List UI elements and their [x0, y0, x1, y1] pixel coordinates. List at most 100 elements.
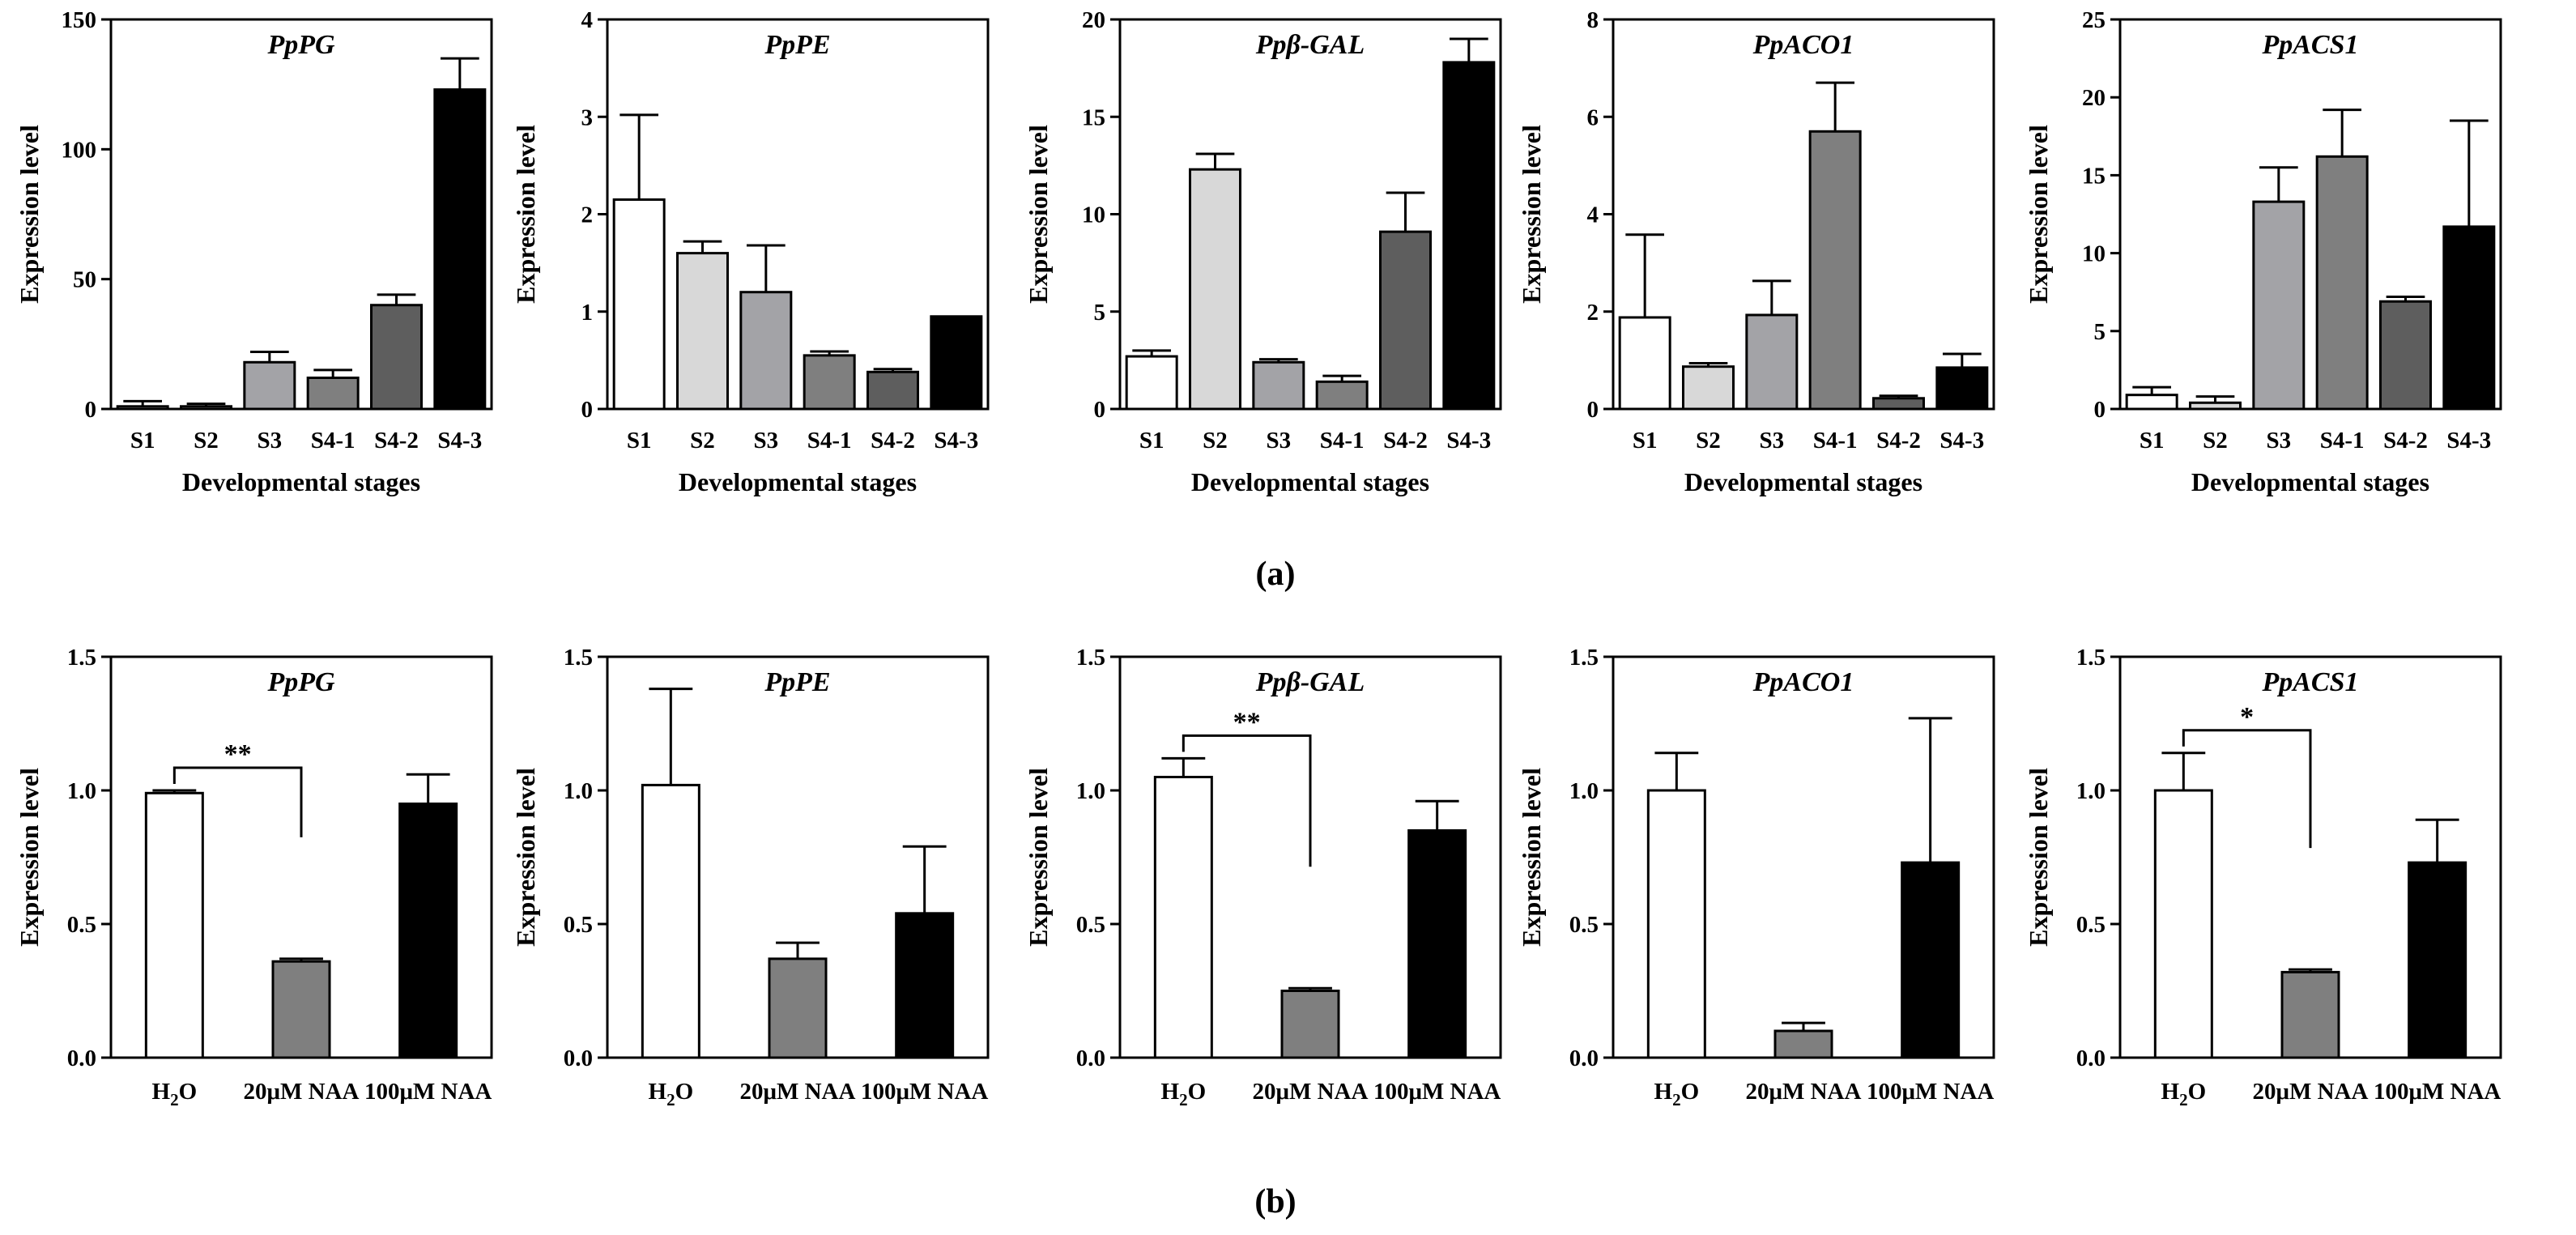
bar [2125, 394, 2178, 411]
y-tick-label: 0.5 [1569, 912, 1599, 938]
y-tick-label: 3 [581, 104, 594, 130]
y-tick-label: 1.5 [67, 645, 96, 671]
x-tick-label: S4-2 [374, 428, 419, 454]
significance-marker: * [2240, 702, 2254, 732]
bar [1682, 365, 1735, 411]
bar [803, 354, 856, 411]
y-tick-label: 5 [2094, 319, 2106, 345]
x-axis-label: Developmental stages [1191, 467, 1429, 496]
y-axis-label: Expression level [1517, 768, 1546, 947]
y-tick-label: 5 [1094, 300, 1106, 326]
x-tick-label: S4-1 [2320, 428, 2365, 454]
x-tick-label: S4-1 [1320, 428, 1365, 454]
y-tick-label: 0.0 [564, 1045, 593, 1071]
bar [398, 803, 458, 1059]
bar [1773, 1029, 1833, 1059]
bar [1872, 397, 1925, 411]
chart-title: Ppβ-GAL [1255, 30, 1365, 60]
x-tick-label: S1 [627, 428, 652, 454]
bar [612, 198, 666, 411]
significance-bracket [172, 766, 303, 837]
x-tick-label: S3 [2267, 428, 2292, 454]
x-tick-label: 100μM NAA [861, 1079, 988, 1105]
x-tick-label: 100μM NAA [364, 1079, 492, 1105]
bar [1618, 316, 1671, 411]
x-tick-label: S4-3 [1939, 428, 1984, 454]
bar [1901, 861, 1961, 1059]
chart-a-pppe: 0 1 2 3 4 Expression level PpPE S1 S2 S3 S4-1 S4-2 S… [511, 7, 990, 496]
bar [1808, 130, 1862, 411]
x-tick-label: S1 [130, 428, 155, 454]
y-tick-label: 4 [581, 7, 594, 33]
y-tick-label: 0.0 [1569, 1045, 1599, 1071]
y-tick-label: 1.5 [2076, 645, 2106, 671]
chart-b-pp-gal: 0.0 0.5 1.0 1.5 Expression level Ppβ-GAL H2O 20… [1024, 645, 1502, 1109]
x-axis-label: Developmental stages [1684, 467, 1922, 496]
significance-marker: ** [1233, 707, 1261, 737]
bar [930, 315, 983, 411]
bar [1407, 829, 1467, 1059]
y-tick-label: 100 [62, 137, 97, 163]
x-tick-label: 20μM NAA [740, 1079, 856, 1105]
y-tick-label: 1.5 [1076, 645, 1105, 671]
bar [1315, 380, 1369, 411]
x-tick-label: 20μM NAA [1746, 1079, 1862, 1105]
bar [144, 791, 204, 1059]
y-tick-label: 10 [2082, 241, 2106, 267]
bar [116, 405, 169, 411]
x-tick-label: H2O [152, 1079, 198, 1109]
x-tick-label: S2 [2203, 428, 2228, 454]
x-tick-label: S2 [1696, 428, 1721, 454]
y-tick-label: 50 [73, 267, 96, 293]
x-tick-label: 100μM NAA [2374, 1079, 2501, 1105]
x-tick-label: S3 [258, 428, 283, 454]
plot-frame [2118, 18, 2502, 411]
bar [2315, 155, 2369, 411]
y-tick-label: 2 [581, 202, 594, 228]
bar [676, 252, 729, 411]
chart-b-ppacs1: 0.0 0.5 1.0 1.5 Expression level PpACS1 H2O 20μ… [2024, 645, 2502, 1109]
bar [2408, 861, 2467, 1059]
y-axis-label: Expression level [2024, 768, 2053, 947]
chart-title: Ppβ-GAL [1255, 667, 1365, 697]
bar [1252, 360, 1305, 411]
plot-frame [109, 18, 493, 411]
x-tick-label: S4-2 [1876, 428, 1921, 454]
bar [866, 370, 919, 411]
y-tick-label: 0.0 [2076, 1045, 2106, 1071]
significance-bracket [2182, 729, 2312, 849]
x-axis-label: Developmental stages [182, 467, 420, 496]
x-tick-label: S4-2 [871, 428, 915, 454]
y-axis-label: Expression level [15, 125, 44, 304]
y-tick-label: 0.5 [564, 912, 593, 938]
bar [1935, 366, 1989, 411]
x-tick-label: 100μM NAA [1373, 1079, 1501, 1105]
y-axis-label: Expression level [511, 125, 540, 304]
bar [2153, 789, 2213, 1059]
bar [306, 377, 360, 411]
chart-title: PpACO1 [1752, 30, 1854, 60]
y-tick-label: 0 [2094, 397, 2106, 423]
x-tick-label: S4-1 [1813, 428, 1858, 454]
y-tick-label: 1 [581, 300, 594, 326]
y-tick-label: 0 [1587, 397, 1599, 423]
bar [1646, 789, 1706, 1059]
x-tick-label: S1 [1633, 428, 1658, 454]
bar [1280, 990, 1340, 1059]
chart-a-pp-gal: 0 5 10 15 20 Expression level Ppβ-GAL S1 S2 S3 S4-… [1024, 7, 1502, 496]
x-tick-label: S2 [194, 428, 219, 454]
panel-label-b: (b) [1254, 1183, 1296, 1220]
bar [2252, 200, 2306, 411]
bar [641, 783, 700, 1059]
x-tick-label: S1 [1139, 428, 1165, 454]
x-tick-label: S3 [1267, 428, 1292, 454]
x-tick-label: H2O [649, 1079, 694, 1109]
y-tick-label: 0 [85, 397, 97, 423]
y-tick-label: 1.5 [564, 645, 593, 671]
chart-title: PpACS1 [2261, 667, 2358, 697]
bar [370, 304, 423, 411]
y-tick-label: 8 [1587, 7, 1599, 33]
bar [2280, 970, 2340, 1059]
x-tick-label: S4-2 [2383, 428, 2428, 454]
